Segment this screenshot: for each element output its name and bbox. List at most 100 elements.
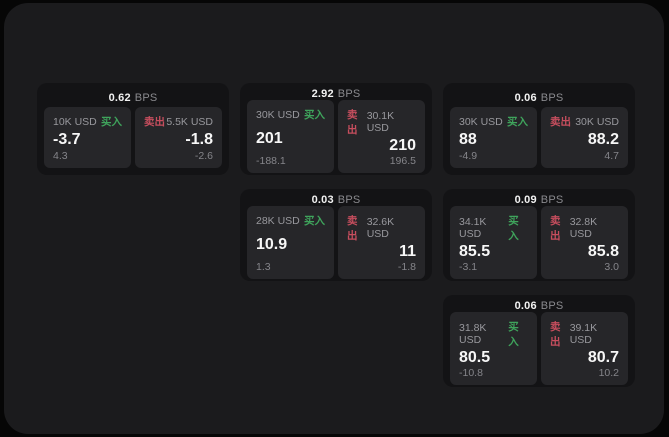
sell-change: 10.2: [598, 366, 619, 379]
sell-change: -2.6: [194, 150, 213, 162]
buy-panel[interactable]: 10K USD 买入 -3.7 4.3: [44, 107, 131, 168]
buy-side-label: 买入: [101, 116, 122, 128]
buy-price: 85.5: [459, 243, 491, 260]
sell-side-label: 卖出: [550, 215, 561, 242]
buy-side-label: 买入: [304, 109, 325, 121]
buy-change: -188.1: [256, 154, 286, 167]
buy-panel[interactable]: 31.8K USD 买入 80.5 -10.8: [450, 312, 537, 385]
buy-price: 80.5: [459, 349, 491, 366]
buy-panel[interactable]: 30K USD 买入 88 -4.9: [450, 107, 537, 168]
sell-panel[interactable]: 卖出 32.6K USD 11 -1.8: [338, 206, 425, 279]
sell-amount: 30.1K USD: [366, 110, 395, 134]
sell-change: 3.0: [604, 260, 619, 273]
sell-change: 196.5: [389, 154, 416, 167]
buy-change: -4.9: [459, 150, 478, 162]
buy-side-label: 买入: [304, 215, 325, 227]
buy-change: -10.8: [459, 366, 483, 379]
buy-change: 4.3: [53, 150, 68, 162]
sell-price: -1.8: [185, 130, 213, 148]
quote-panels: 10K USD 买入 -3.7 4.3 卖出 5.5K USD -1.8 -2.…: [44, 107, 222, 168]
card-header: 0.62 BPS: [44, 88, 222, 107]
sell-panel[interactable]: 卖出 30K USD 88.2 4.7: [541, 107, 628, 168]
sell-panel[interactable]: 卖出 32.8K USD 85.8 3.0: [541, 206, 628, 279]
sell-side-label: 卖出: [347, 109, 358, 136]
buy-change: 1.3: [256, 260, 271, 273]
bps-unit-label: BPS: [134, 91, 158, 104]
bps-value: 2.92: [311, 88, 334, 100]
bps-unit-label: BPS: [540, 194, 564, 206]
bps-unit-label: BPS: [540, 91, 564, 104]
card-header: 0.06 BPS: [450, 88, 628, 107]
sell-amount: 30K USD: [575, 115, 619, 128]
buy-price: 10.9: [256, 235, 288, 253]
buy-price: -3.7: [53, 130, 81, 148]
sell-side-label: 卖出: [347, 215, 358, 242]
sell-change: 4.7: [604, 150, 619, 162]
sell-side-label: 卖出: [144, 116, 165, 128]
sell-amount: 32.8K USD: [569, 216, 598, 240]
buy-panel-top: 34.1K USD 买入: [459, 213, 528, 243]
sell-panel[interactable]: 卖出 39.1K USD 80.7 10.2: [541, 312, 628, 385]
buy-side-label: 买入: [508, 215, 519, 242]
quote-panels: 34.1K USD 买入 85.5 -3.1 卖出 32.8K USD 85.8…: [450, 206, 628, 279]
quote-panels: 30K USD 买入 88 -4.9 卖出 30K USD 88.2 4.7: [450, 107, 628, 168]
sell-side-label: 卖出: [550, 321, 561, 348]
sell-panel-top: 卖出 32.6K USD: [347, 213, 416, 243]
buy-amount: 10K USD: [53, 115, 97, 128]
sell-price: 11: [399, 243, 416, 260]
buy-panel-top: 30K USD 买入: [256, 107, 325, 122]
quote-panels: 28K USD 买入 10.9 1.3 卖出 32.6K USD 11 -1.8: [247, 206, 425, 279]
sell-panel-top: 卖出 30.1K USD: [347, 107, 416, 137]
buy-amount: 30K USD: [459, 115, 503, 128]
quote-panels: 31.8K USD 买入 80.5 -10.8 卖出 39.1K USD 80.…: [450, 312, 628, 385]
quote-card: 0.03 BPS 28K USD 买入 10.9 1.3 卖出 32.6K US…: [240, 189, 432, 281]
sell-change: -1.8: [397, 260, 416, 273]
buy-price: 201: [256, 129, 283, 147]
sell-amount: 32.6K USD: [366, 216, 395, 240]
buy-amount: 34.1K USD: [459, 216, 487, 240]
bps-unit-label: BPS: [337, 88, 361, 100]
buy-panel-top: 28K USD 买入: [256, 213, 325, 228]
buy-amount: 31.8K USD: [459, 322, 487, 346]
buy-panel-top: 10K USD 买入: [53, 114, 122, 129]
sell-panel[interactable]: 卖出 5.5K USD -1.8 -2.6: [135, 107, 222, 168]
buy-amount: 28K USD: [256, 214, 300, 227]
quote-card: 0.09 BPS 34.1K USD 买入 85.5 -3.1 卖出 32.8K…: [443, 189, 635, 281]
quote-card: 0.06 BPS 30K USD 买入 88 -4.9 卖出 30K USD 8…: [443, 83, 635, 175]
bps-value: 0.03: [311, 194, 334, 206]
bps-value: 0.06: [514, 300, 537, 312]
bps-value: 0.06: [514, 91, 537, 104]
sell-amount: 5.5K USD: [166, 115, 213, 128]
sell-panel-top: 卖出 32.8K USD: [550, 213, 619, 243]
app-window: 0.62 BPS 10K USD 买入 -3.7 4.3 卖出 5.5K USD…: [4, 3, 664, 434]
buy-panel-top: 31.8K USD 买入: [459, 319, 528, 349]
card-header: 0.09 BPS: [450, 194, 628, 206]
bps-value: 0.62: [108, 91, 131, 104]
sell-panel-top: 卖出 5.5K USD: [144, 114, 213, 129]
card-header: 0.06 BPS: [450, 300, 628, 312]
buy-side-label: 买入: [508, 321, 519, 348]
sell-panel[interactable]: 卖出 30.1K USD 210 196.5: [338, 100, 425, 173]
sell-panel-top: 卖出 30K USD: [550, 114, 619, 129]
sell-price: 80.7: [587, 349, 619, 366]
cards-grid: 0.62 BPS 10K USD 买入 -3.7 4.3 卖出 5.5K USD…: [37, 83, 635, 387]
sell-price: 85.8: [587, 243, 619, 260]
buy-panel[interactable]: 28K USD 买入 10.9 1.3: [247, 206, 334, 279]
buy-panel[interactable]: 34.1K USD 买入 85.5 -3.1: [450, 206, 537, 279]
buy-amount: 30K USD: [256, 108, 300, 121]
buy-side-label: 买入: [507, 116, 528, 128]
buy-change: -3.1: [459, 260, 478, 273]
sell-price: 210: [389, 137, 416, 154]
quote-panels: 30K USD 买入 201 -188.1 卖出 30.1K USD 210 1…: [247, 100, 425, 173]
sell-panel-top: 卖出 39.1K USD: [550, 319, 619, 349]
bps-unit-label: BPS: [540, 300, 564, 312]
quote-card: 2.92 BPS 30K USD 买入 201 -188.1 卖出 30.1K …: [240, 83, 432, 175]
bps-unit-label: BPS: [337, 194, 361, 206]
sell-amount: 39.1K USD: [569, 322, 598, 346]
card-header: 2.92 BPS: [247, 88, 425, 100]
bps-value: 0.09: [514, 194, 537, 206]
buy-panel-top: 30K USD 买入: [459, 114, 528, 129]
buy-price: 88: [459, 130, 477, 148]
card-header: 0.03 BPS: [247, 194, 425, 206]
buy-panel[interactable]: 30K USD 买入 201 -188.1: [247, 100, 334, 173]
